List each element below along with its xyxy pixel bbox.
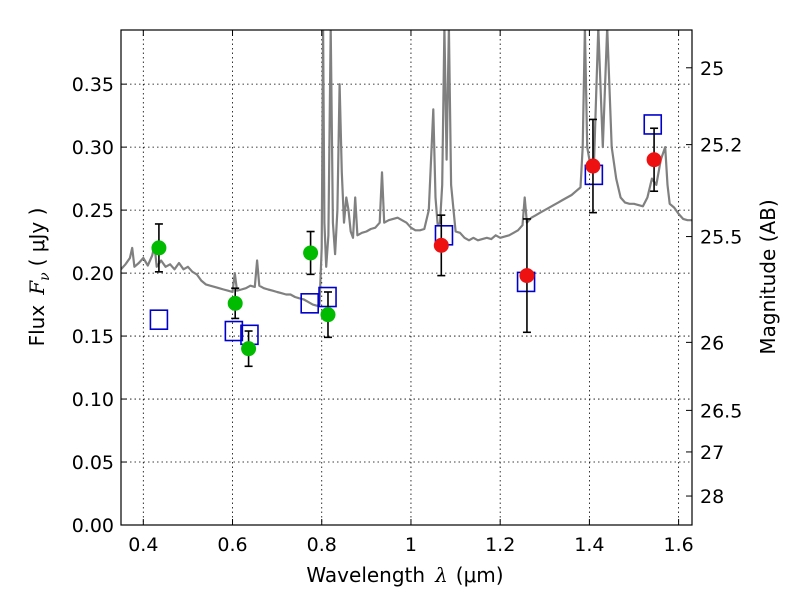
data-point xyxy=(585,158,601,174)
data-point xyxy=(433,237,449,253)
y2-tick-label: 25.2 xyxy=(700,135,742,157)
data-point xyxy=(646,152,662,168)
x-tick-label: 0.4 xyxy=(128,534,158,556)
y-axis-title: FluxFν( μJy ) xyxy=(25,208,53,347)
model-spectrum xyxy=(121,30,692,307)
spectrum-line xyxy=(121,30,692,307)
grid xyxy=(121,30,692,526)
x-tick-label: 1.6 xyxy=(664,534,694,556)
y-tick-label: 0.35 xyxy=(72,74,114,96)
y2-tick-label: 25 xyxy=(700,58,724,80)
y-tick-label: 0.15 xyxy=(72,326,114,348)
x-axis-title: Wavelength λ (μm) xyxy=(306,563,503,587)
y2-axis: 25 25.2 25.5 26 26.5 27 28 xyxy=(686,58,742,508)
data-point xyxy=(241,341,257,357)
data-point xyxy=(303,245,319,261)
x-tick-label: 0.6 xyxy=(217,534,247,556)
y2-tick-label: 28 xyxy=(700,486,724,508)
model-square-marker xyxy=(300,293,319,314)
data-point xyxy=(151,240,167,256)
data-point xyxy=(227,295,243,311)
y-tick-label: 0.25 xyxy=(72,200,114,222)
x-axis: 0.4 0.6 0.8 1 1.2 1.4 1.6 xyxy=(128,30,694,556)
y2-tick-label: 25.5 xyxy=(700,227,742,249)
x-tick-label: 1 xyxy=(405,534,417,556)
y-tick-label: 0.30 xyxy=(72,137,114,159)
y-axis: 0.00 0.05 0.10 0.15 0.20 0.25 0.30 0.35 xyxy=(72,74,127,537)
y2-axis-title: Magnitude (AB) xyxy=(756,199,780,354)
plot-frame xyxy=(120,29,693,526)
y-tick-label: 0.00 xyxy=(72,515,114,537)
y2-tick-label: 26.5 xyxy=(700,400,742,422)
x-tick-label: 0.8 xyxy=(307,534,337,556)
y2-tick-label: 27 xyxy=(700,442,724,464)
y2-tick-label: 26 xyxy=(700,332,724,354)
x-tick-label: 1.2 xyxy=(485,534,515,556)
x-tick-label: 1.4 xyxy=(574,534,604,556)
data-point xyxy=(519,268,535,284)
data-point xyxy=(320,307,336,323)
y-tick-label: 0.20 xyxy=(72,263,114,285)
y-tick-label: 0.05 xyxy=(72,452,114,474)
model-square-marker xyxy=(149,309,169,330)
model-square-marker xyxy=(224,320,244,342)
y-tick-label: 0.10 xyxy=(72,389,114,411)
data-markers xyxy=(149,114,663,368)
model-square-marker xyxy=(643,114,663,135)
